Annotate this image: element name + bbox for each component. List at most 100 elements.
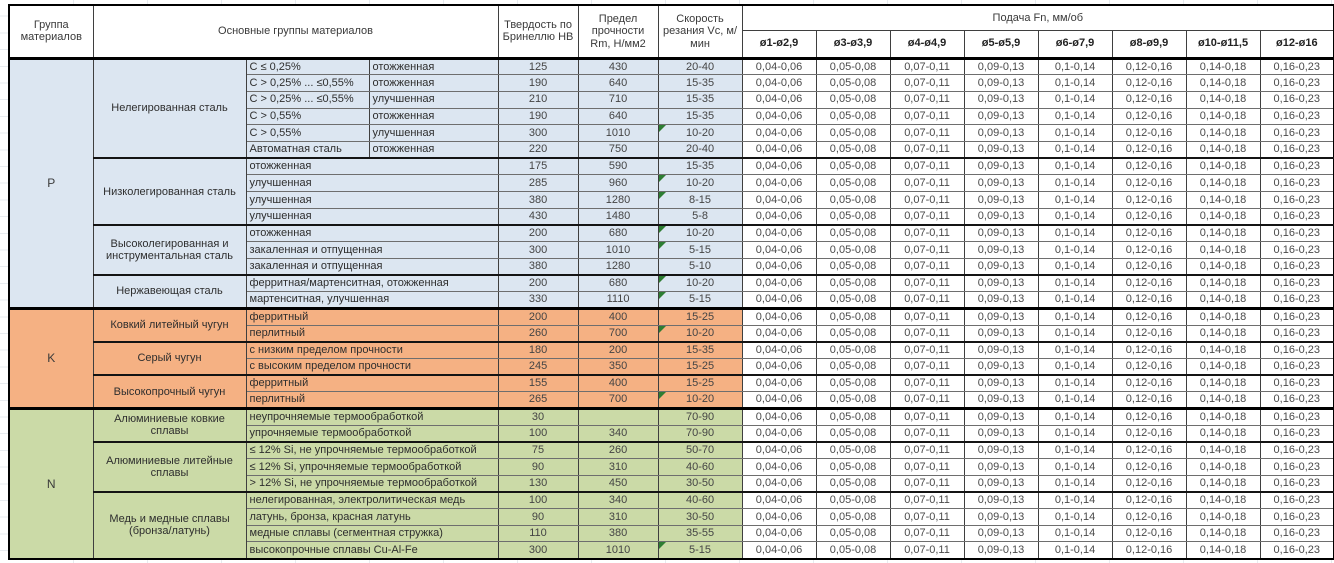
feed-value-cell[interactable]: 0,04-0,06: [741, 490, 817, 510]
feed-value-cell[interactable]: 0,1-0,14: [1037, 458, 1113, 476]
feed-value-cell[interactable]: 0,04-0,06: [741, 474, 817, 493]
feed-value-cell[interactable]: 0,12-0,16: [1111, 90, 1187, 109]
feed-value-cell[interactable]: 0,16-0,23: [1259, 157, 1334, 176]
feed-value-cell[interactable]: 0,05-0,08: [815, 357, 891, 376]
feed-value-cell[interactable]: 0,09-0,13: [963, 474, 1039, 493]
feed-value-cell[interactable]: 0,1-0,14: [1037, 541, 1113, 560]
feed-value-cell[interactable]: 0,07-0,11: [889, 207, 965, 226]
cutting-speed-vc-cell[interactable]: 50-70: [657, 440, 743, 459]
feed-value-cell[interactable]: 0,07-0,11: [889, 306, 965, 326]
feed-value-cell[interactable]: 0,14-0,18: [1185, 458, 1261, 476]
feed-value-cell[interactable]: 0,09-0,13: [963, 257, 1039, 276]
feed-value-cell[interactable]: 0,05-0,08: [815, 424, 891, 443]
feed-value-cell[interactable]: 0,09-0,13: [963, 191, 1039, 209]
feed-value-cell[interactable]: 0,16-0,23: [1259, 207, 1334, 226]
feed-value-cell[interactable]: 0,07-0,11: [889, 458, 965, 476]
feed-value-cell[interactable]: 0,14-0,18: [1185, 391, 1261, 409]
feed-value-cell[interactable]: 0,04-0,06: [741, 223, 817, 243]
feed-value-cell[interactable]: 0,16-0,23: [1259, 490, 1334, 510]
feed-value-cell[interactable]: 0,14-0,18: [1185, 257, 1261, 276]
feed-value-cell[interactable]: 0,07-0,11: [889, 107, 965, 126]
cutting-speed-vc-cell[interactable]: 30-50: [657, 474, 743, 493]
feed-value-cell[interactable]: 0,04-0,06: [741, 440, 817, 459]
material-detail-cell[interactable]: нелегированная, электролитическая медь: [245, 490, 499, 510]
feed-value-cell[interactable]: 0,14-0,18: [1185, 140, 1261, 159]
hardness-hb-cell[interactable]: 190: [497, 74, 579, 92]
strength-rm-cell[interactable]: [577, 406, 659, 426]
feed-value-cell[interactable]: 0,14-0,18: [1185, 306, 1261, 326]
feed-value-cell[interactable]: 0,16-0,23: [1259, 191, 1334, 209]
feed-value-cell[interactable]: 0,1-0,14: [1037, 140, 1113, 159]
material-detail-cell[interactable]: закаленная и отпущенная: [245, 241, 499, 259]
hardness-hb-cell[interactable]: 180: [497, 340, 579, 359]
feed-value-cell[interactable]: 0,07-0,11: [889, 273, 965, 293]
strength-rm-cell[interactable]: 640: [577, 74, 659, 92]
cutting-speed-vc-cell[interactable]: 5-15: [657, 291, 743, 309]
feed-value-cell[interactable]: 0,14-0,18: [1185, 241, 1261, 259]
header-cutting-speed-vc[interactable]: Скорость резания Vc, м/мин: [657, 4, 743, 59]
header-diameter-col[interactable]: ø12-ø16: [1259, 29, 1334, 59]
feed-value-cell[interactable]: 0,1-0,14: [1037, 157, 1113, 176]
feed-value-cell[interactable]: 0,09-0,13: [963, 458, 1039, 476]
strength-rm-cell[interactable]: 960: [577, 174, 659, 192]
feed-value-cell[interactable]: 0,09-0,13: [963, 107, 1039, 126]
feed-value-cell[interactable]: 0,05-0,08: [815, 174, 891, 192]
feed-value-cell[interactable]: 0,05-0,08: [815, 374, 891, 393]
feed-value-cell[interactable]: 0,05-0,08: [815, 207, 891, 226]
feed-value-cell[interactable]: 0,07-0,11: [889, 406, 965, 426]
feed-value-cell[interactable]: 0,04-0,06: [741, 541, 817, 560]
feed-value-cell[interactable]: 0,14-0,18: [1185, 440, 1261, 459]
feed-value-cell[interactable]: 0,14-0,18: [1185, 207, 1261, 226]
feed-value-cell[interactable]: 0,1-0,14: [1037, 74, 1113, 92]
subgroup-name-cell[interactable]: Низколегированная сталь: [92, 157, 247, 226]
feed-value-cell[interactable]: 0,14-0,18: [1185, 174, 1261, 192]
feed-value-cell[interactable]: 0,07-0,11: [889, 324, 965, 343]
feed-value-cell[interactable]: 0,14-0,18: [1185, 541, 1261, 560]
feed-value-cell[interactable]: 0,12-0,16: [1111, 56, 1187, 76]
feed-value-cell[interactable]: 0,09-0,13: [963, 340, 1039, 359]
feed-value-cell[interactable]: 0,05-0,08: [815, 306, 891, 326]
feed-value-cell[interactable]: 0,12-0,16: [1111, 273, 1187, 293]
feed-value-cell[interactable]: 0,07-0,11: [889, 524, 965, 543]
hardness-hb-cell[interactable]: 380: [497, 257, 579, 276]
cutting-speed-vc-cell[interactable]: 10-20: [657, 124, 743, 142]
feed-value-cell[interactable]: 0,07-0,11: [889, 357, 965, 376]
hardness-hb-cell[interactable]: 200: [497, 273, 579, 293]
feed-value-cell[interactable]: 0,12-0,16: [1111, 440, 1187, 459]
group-code-cell[interactable]: K: [8, 306, 94, 409]
feed-value-cell[interactable]: 0,14-0,18: [1185, 374, 1261, 393]
feed-value-cell[interactable]: 0,05-0,08: [815, 406, 891, 426]
cutting-speed-vc-cell[interactable]: 5-15: [657, 241, 743, 259]
feed-value-cell[interactable]: 0,1-0,14: [1037, 524, 1113, 543]
feed-value-cell[interactable]: 0,07-0,11: [889, 140, 965, 159]
feed-value-cell[interactable]: 0,14-0,18: [1185, 508, 1261, 526]
subgroup-name-cell[interactable]: Высокопрочный чугун: [92, 374, 247, 409]
feed-value-cell[interactable]: 0,04-0,06: [741, 241, 817, 259]
feed-value-cell[interactable]: 0,05-0,08: [815, 124, 891, 142]
material-detail-cell[interactable]: ферритный: [245, 374, 499, 393]
feed-value-cell[interactable]: 0,1-0,14: [1037, 508, 1113, 526]
strength-rm-cell[interactable]: 1110: [577, 291, 659, 309]
feed-value-cell[interactable]: 0,04-0,06: [741, 291, 817, 309]
feed-value-cell[interactable]: 0,04-0,06: [741, 458, 817, 476]
feed-value-cell[interactable]: 0,04-0,06: [741, 207, 817, 226]
feed-value-cell[interactable]: 0,16-0,23: [1259, 340, 1334, 359]
feed-value-cell[interactable]: 0,09-0,13: [963, 391, 1039, 409]
feed-value-cell[interactable]: 0,16-0,23: [1259, 458, 1334, 476]
feed-value-cell[interactable]: 0,05-0,08: [815, 524, 891, 543]
feed-value-cell[interactable]: 0,16-0,23: [1259, 56, 1334, 76]
feed-value-cell[interactable]: 0,04-0,06: [741, 273, 817, 293]
feed-value-cell[interactable]: 0,05-0,08: [815, 490, 891, 510]
strength-rm-cell[interactable]: 310: [577, 508, 659, 526]
cutting-speed-vc-cell[interactable]: 15-35: [657, 74, 743, 92]
feed-value-cell[interactable]: 0,1-0,14: [1037, 241, 1113, 259]
feed-value-cell[interactable]: 0,16-0,23: [1259, 374, 1334, 393]
feed-value-cell[interactable]: 0,1-0,14: [1037, 291, 1113, 309]
hardness-hb-cell[interactable]: 210: [497, 90, 579, 109]
feed-value-cell[interactable]: 0,1-0,14: [1037, 56, 1113, 76]
feed-value-cell[interactable]: 0,07-0,11: [889, 474, 965, 493]
cutting-speed-vc-cell[interactable]: 40-60: [657, 490, 743, 510]
feed-value-cell[interactable]: 0,1-0,14: [1037, 306, 1113, 326]
feed-value-cell[interactable]: 0,07-0,11: [889, 174, 965, 192]
cutting-speed-vc-cell[interactable]: 70-90: [657, 406, 743, 426]
